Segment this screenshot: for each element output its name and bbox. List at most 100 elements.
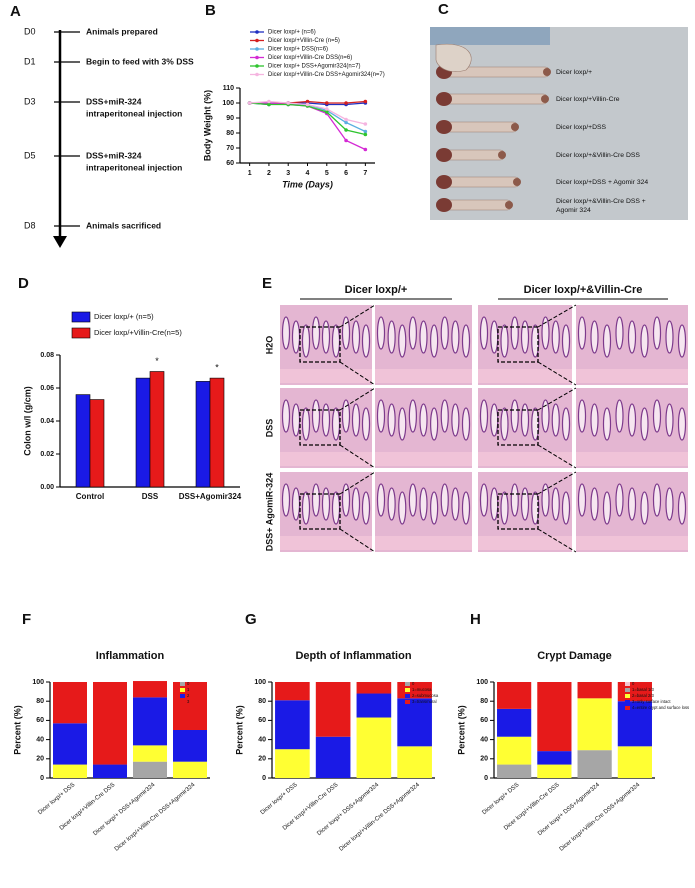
colon-tip — [541, 95, 549, 103]
photo-label: Dicer loxp/+&Villin-Cre DSS — [556, 152, 640, 159]
crypt — [408, 483, 417, 517]
crypt — [677, 491, 687, 525]
bar-segment — [133, 745, 167, 762]
crypt — [351, 487, 361, 521]
legend-swatch — [71, 311, 91, 323]
y-tick-label: 70 — [226, 145, 234, 152]
crypt — [281, 483, 291, 517]
x-tick-label: 5 — [325, 170, 329, 177]
legend-label: 1=mucosa — [412, 687, 432, 692]
crypt — [321, 403, 331, 437]
legend-label: Dicer loxp/+Villin-Cre (n=5) — [268, 38, 340, 44]
legend-label: 1 — [187, 687, 190, 692]
timeline-text: Animals prepared — [86, 26, 158, 36]
crypt — [398, 324, 407, 358]
bar-segment — [577, 750, 612, 778]
submucosa — [478, 536, 572, 550]
crypt — [551, 487, 560, 521]
bar — [195, 381, 211, 488]
timeline-text: Animals sacrificed — [86, 220, 161, 230]
timeline-text: DSS+miR-324 — [86, 96, 142, 106]
legend-label: Dicer loxp/+ DSS(n=6) — [268, 47, 328, 53]
legend-swatch — [405, 688, 410, 692]
column-header: Dicer loxp/+&Villin-Cre — [524, 284, 643, 296]
crypt — [615, 483, 624, 517]
crypt — [430, 491, 439, 525]
crypt — [301, 324, 311, 358]
point — [363, 129, 368, 134]
legend-swatch — [625, 700, 630, 704]
crypt — [451, 320, 460, 354]
chart-title: Inflammation — [96, 650, 165, 662]
point — [305, 99, 310, 104]
y-tick-label: 100 — [476, 679, 488, 686]
bar-segment — [53, 764, 87, 778]
crypt — [341, 316, 351, 350]
crypt — [652, 483, 662, 517]
crypt — [627, 403, 637, 437]
crypt — [520, 403, 530, 437]
crypt — [520, 487, 530, 521]
crypt — [331, 407, 341, 441]
timeline-day: D1 — [24, 56, 36, 66]
point — [305, 102, 310, 107]
crypt — [291, 487, 301, 521]
point — [344, 117, 348, 122]
point — [267, 99, 271, 104]
legend-marker — [255, 64, 259, 68]
zoom-line — [537, 387, 577, 411]
y-tick-label: 0.00 — [40, 484, 54, 491]
crypt — [461, 324, 471, 358]
submucosa — [280, 369, 372, 383]
legend-label: Dicer loxp/+Villin-Cre DSS+Agomir324(n=7… — [268, 72, 385, 78]
crypt — [291, 320, 301, 354]
crypt — [419, 320, 428, 354]
crypt — [500, 324, 509, 358]
crypt — [351, 403, 361, 437]
x-tick-label: 3 — [286, 170, 290, 177]
colon-end — [436, 148, 452, 162]
x-tick-label: 6 — [344, 170, 348, 177]
x-tick-label: Dicer loxp/+Villin-Cre DSS+Agomir324 — [559, 782, 642, 853]
crypt — [376, 399, 386, 433]
x-axis-label: Time (Days) — [282, 179, 333, 189]
crypt — [640, 407, 649, 441]
bar-segment — [497, 764, 532, 778]
crypt — [652, 399, 662, 433]
crypt — [430, 324, 439, 358]
photo-blue-sheet — [430, 27, 550, 45]
y-tick-label: 60 — [226, 160, 234, 167]
y-tick-label: 0.06 — [40, 385, 54, 392]
photo-label: Dicer loxp/+Villin-Cre — [556, 96, 620, 103]
crypt — [331, 491, 341, 525]
legend-label: 3 — [187, 699, 190, 704]
crypt — [500, 491, 509, 525]
crypt — [590, 487, 599, 521]
bar-segment — [53, 682, 87, 724]
y-tick-label: 40 — [258, 736, 266, 743]
x-tick-label: Dicer loxp/+ DSS — [481, 782, 520, 816]
crypt — [341, 483, 351, 517]
legend-label: 2 — [187, 693, 190, 698]
point — [247, 101, 252, 105]
submucosa — [375, 452, 472, 466]
crypt — [602, 407, 612, 441]
x-tick-label: DSS — [142, 492, 159, 501]
y-tick-label: 80 — [226, 130, 234, 137]
legend-swatch — [405, 682, 410, 686]
bar-segment — [397, 698, 432, 747]
crypt — [321, 320, 331, 354]
crypt — [490, 320, 499, 354]
bar-segment — [577, 698, 612, 751]
bar-segment — [275, 700, 310, 750]
submucosa — [576, 452, 688, 466]
y-tick-label: 40 — [480, 736, 488, 743]
submucosa — [280, 452, 372, 466]
legend-swatch — [625, 706, 630, 710]
legend-label: Dicer loxp/+Villin-Cre DSS(n=6) — [268, 55, 352, 61]
crypt — [479, 316, 489, 350]
x-tick-label: Dicer loxp/+Villin-Cre DSS+Agomir324 — [114, 782, 197, 853]
y-tick-label: 60 — [480, 717, 488, 724]
legend-swatch — [625, 694, 630, 698]
